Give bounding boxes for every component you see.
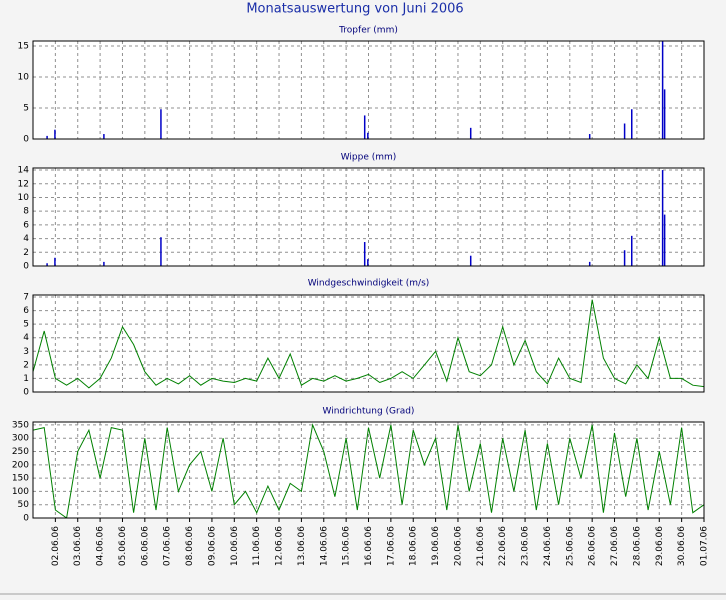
y-tick-label: 4 (23, 333, 29, 343)
y-tick-label: 250 (12, 447, 29, 457)
x-tick-label: 05.06.06 (118, 526, 128, 566)
x-tick-label: 21.06.06 (476, 526, 486, 566)
y-tick-label: 350 (12, 420, 29, 430)
x-tick-label: 28.06.06 (632, 526, 642, 566)
x-tick-label: 13.06.06 (297, 526, 307, 566)
y-tick-label: 200 (12, 460, 29, 470)
y-tick-label: 3 (23, 347, 29, 357)
x-tick-label: 07.06.06 (163, 526, 173, 566)
x-tick-label: 29.06.06 (655, 526, 665, 566)
plot-frame (32, 294, 705, 393)
x-tick-label: 03.06.06 (73, 526, 83, 566)
y-tick-label: 14 (18, 166, 30, 176)
x-tick-label: 30.06.06 (677, 526, 687, 566)
data-line (33, 299, 704, 389)
x-tick-label: 08.06.06 (185, 526, 195, 566)
plot-frame (32, 167, 705, 267)
x-tick-label: 01.07.06 (700, 526, 710, 566)
y-tick-label: 1 (23, 374, 29, 384)
page-title: Monatsauswertung von Juni 2006 (246, 2, 463, 17)
y-tick-label: 10 (18, 193, 30, 203)
y-tick-label: 300 (12, 434, 29, 444)
x-tick-label: 22.06.06 (498, 526, 508, 566)
y-tick-label: 10 (18, 72, 30, 82)
x-tick-label: 16.06.06 (364, 526, 374, 566)
panel-title: Windrichtung (Grad) (323, 407, 415, 417)
x-tick-label: 04.06.06 (96, 526, 106, 566)
x-tick-label: 20.06.06 (453, 526, 463, 566)
x-tick-label: 23.06.06 (521, 526, 531, 566)
panel-title: Windgeschwindigkeit (m/s) (308, 279, 430, 289)
x-tick-label: 12.06.06 (275, 526, 285, 566)
y-tick-label: 0 (23, 388, 29, 398)
x-tick-label: 14.06.06 (319, 526, 329, 566)
y-tick-label: 50 (18, 500, 30, 510)
y-tick-label: 5 (23, 320, 29, 330)
x-tick-label: 25.06.06 (565, 526, 575, 566)
x-tick-label: 06.06.06 (140, 526, 150, 566)
y-tick-label: 6 (23, 306, 29, 316)
plot-frame (32, 40, 705, 140)
y-tick-label: 0 (23, 262, 29, 272)
y-tick-label: 2 (23, 248, 29, 258)
x-tick-label: 19.06.06 (431, 526, 441, 566)
y-tick-label: 4 (23, 234, 29, 244)
y-tick-label: 5 (23, 103, 29, 113)
y-tick-label: 150 (12, 474, 29, 484)
y-tick-label: 15 (18, 41, 29, 51)
x-tick-label: 10.06.06 (230, 526, 240, 566)
y-tick-label: 8 (23, 207, 29, 217)
x-tick-label: 26.06.06 (588, 526, 598, 566)
x-tick-label: 18.06.06 (409, 526, 419, 566)
y-tick-label: 0 (23, 135, 29, 145)
x-tick-label: 27.06.06 (610, 526, 620, 566)
x-tick-label: 02.06.06 (51, 526, 61, 566)
data-line (33, 423, 704, 518)
y-tick-label: 12 (18, 179, 29, 189)
panel-title: Tropfer (mm) (338, 26, 398, 36)
y-tick-label: 100 (12, 487, 29, 497)
x-tick-label: 09.06.06 (207, 526, 217, 566)
x-tick-label: 17.06.06 (386, 526, 396, 566)
x-tick-label: 24.06.06 (543, 526, 553, 566)
y-tick-label: 2 (23, 360, 29, 370)
y-tick-label: 6 (23, 220, 29, 230)
x-tick-label: 11.06.06 (252, 526, 262, 566)
y-tick-label: 0 (23, 514, 29, 524)
y-tick-label: 7 (23, 293, 29, 303)
x-tick-label: 15.06.06 (342, 526, 352, 566)
panel-title: Wippe (mm) (341, 153, 397, 163)
